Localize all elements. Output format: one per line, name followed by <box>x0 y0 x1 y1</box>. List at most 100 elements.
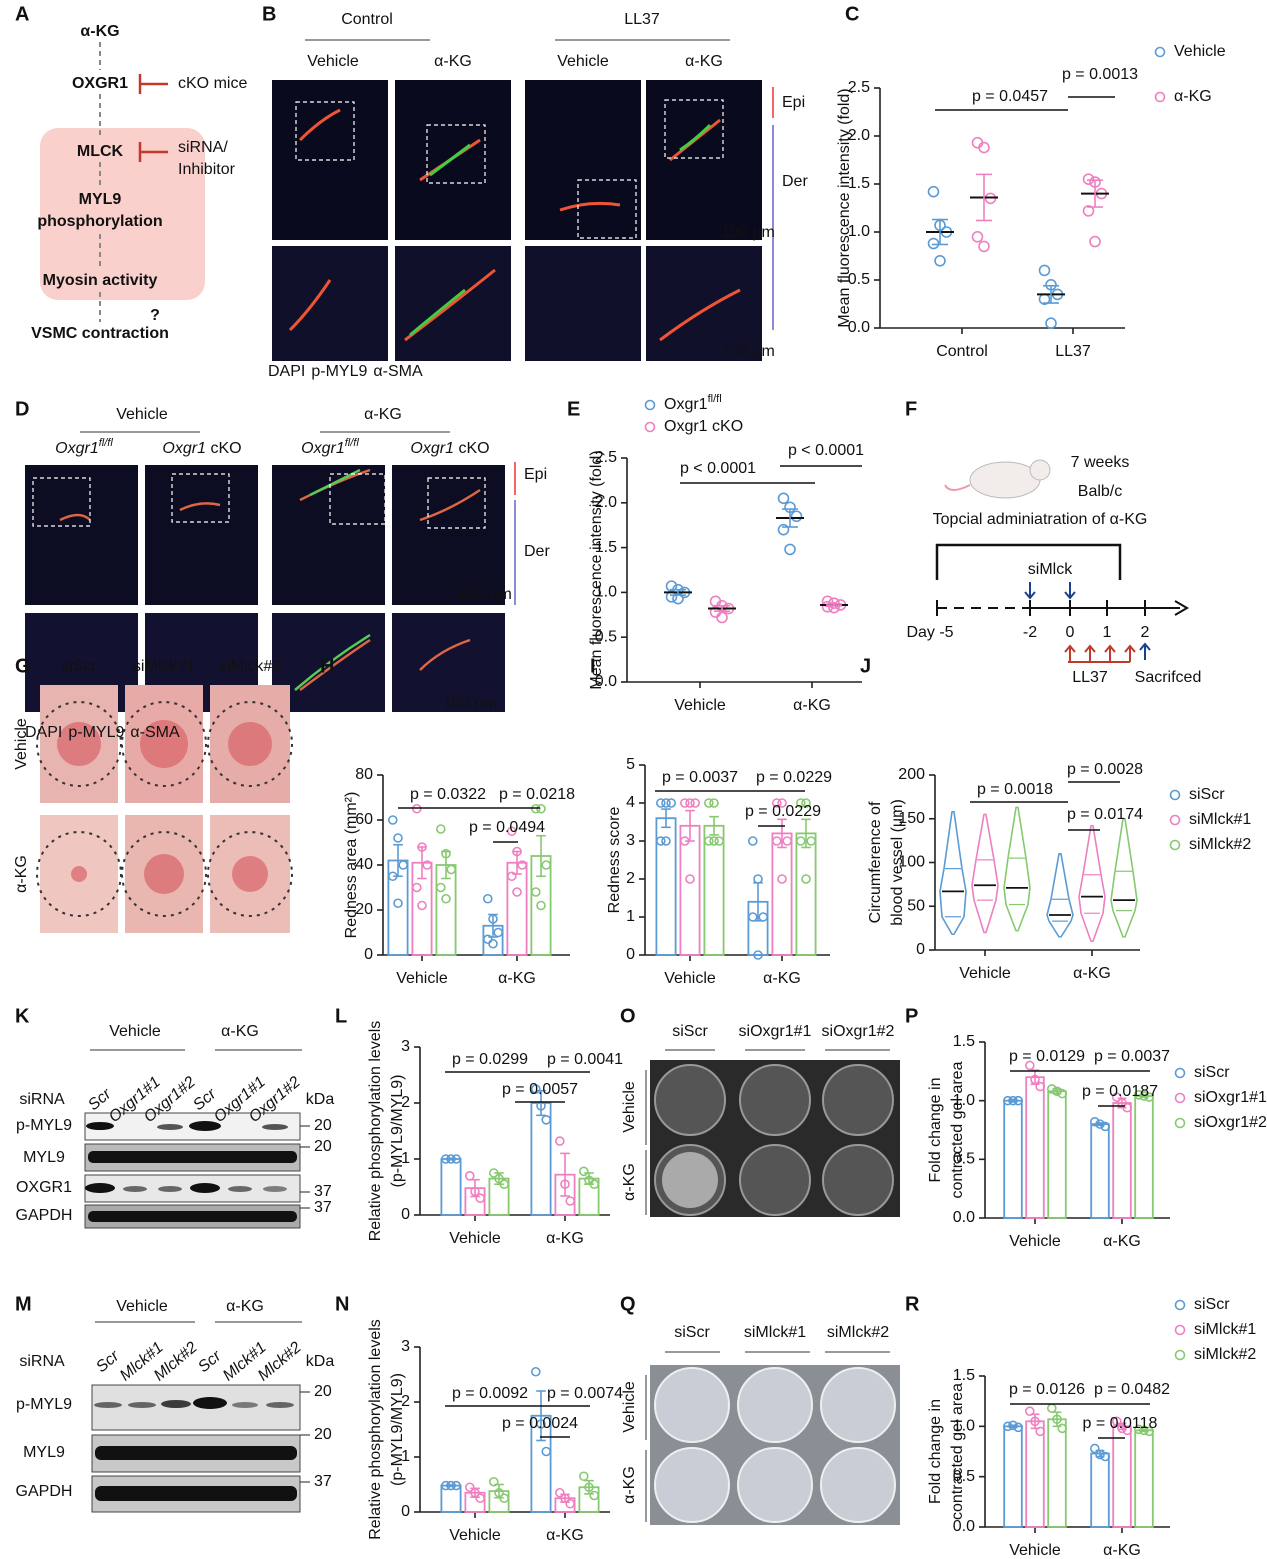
data-point <box>488 1168 499 1178</box>
y-axis-label: (p-MYL9/MYL9) <box>389 1373 406 1486</box>
panel-label: F <box>905 398 917 420</box>
data-point <box>685 798 695 808</box>
legend-name: siOxgr1#1 <box>1194 1089 1267 1106</box>
x-tick-label: LL37 <box>1055 343 1091 360</box>
legend-label: α-KG <box>1174 88 1212 105</box>
legend-name: siMlck#1 <box>1189 811 1251 828</box>
data-point <box>971 231 984 243</box>
column-label: Vehicle <box>307 53 359 70</box>
genotype-sup: fl/fl <box>345 437 360 449</box>
violin <box>971 813 999 934</box>
column-label: Oxgr1fl/fl <box>55 437 113 457</box>
data-point <box>578 1166 589 1177</box>
column-label: α-KG <box>685 53 723 70</box>
data-point <box>536 1419 546 1429</box>
data-point <box>655 798 666 808</box>
micrograph-b <box>272 39 774 361</box>
data-point <box>690 798 701 808</box>
data-point <box>784 543 796 556</box>
data-point <box>758 912 769 922</box>
y-axis-label: Mean fluorescence intensity (fold) <box>836 88 853 327</box>
data-point <box>493 927 504 938</box>
legend-label: Oxgr1 cKO <box>664 418 743 435</box>
legend-marker <box>1169 789 1181 801</box>
data-point <box>1082 173 1095 185</box>
data-point <box>1117 1098 1127 1108</box>
y-tick-label: 1.5 <box>848 175 870 192</box>
gel-plate-q <box>645 1351 900 1525</box>
panel-label: L <box>335 1005 347 1027</box>
y-tick-label: 4 <box>626 794 635 811</box>
data-point <box>655 836 666 846</box>
data-point <box>541 1446 552 1457</box>
violin <box>939 810 967 936</box>
x-tick-label: α-KG <box>498 970 536 987</box>
blocker: Inhibitor <box>178 161 236 178</box>
data-point <box>1100 1451 1110 1462</box>
legend-label: Oxgr1fl/fl <box>664 393 722 413</box>
data-point <box>530 887 541 897</box>
panel-label: H <box>320 655 334 677</box>
x-tick-label: α-KG <box>546 1230 584 1247</box>
data-point <box>1117 1423 1127 1434</box>
column-label: siMlck#1 <box>744 1324 806 1341</box>
data-point <box>506 871 517 882</box>
data-point <box>1030 1416 1040 1427</box>
legend-marker <box>644 421 656 433</box>
scale-bar-label: 100 μm <box>458 586 512 603</box>
y-tick-label: 1 <box>401 1448 410 1465</box>
legend-marker <box>1174 1299 1186 1311</box>
y-tick-label: 200 <box>898 766 925 783</box>
data-point <box>464 1482 475 1493</box>
y-tick-label: 1.0 <box>848 223 870 240</box>
y-tick-label: 40 <box>355 856 373 873</box>
row-label: α-KG <box>621 1466 638 1504</box>
p-value: p = 0.0057 <box>502 1081 578 1098</box>
pathway-step: MLCK <box>77 143 124 160</box>
legend-name: siMlck#2 <box>1189 836 1251 853</box>
panel-label: A <box>15 3 29 25</box>
legend-name: siScr <box>1194 1064 1230 1081</box>
stain-label: p-MYL9 <box>311 363 367 380</box>
p-value: p < 0.0001 <box>680 460 756 477</box>
scheme-text: LL37 <box>1072 669 1108 686</box>
data-point <box>679 836 690 846</box>
p-value: p = 0.0092 <box>452 1385 528 1402</box>
p-value: p = 0.0174 <box>1067 806 1143 823</box>
legend-name: siScr <box>1189 786 1225 803</box>
scheme-text: Balb/c <box>1078 483 1122 500</box>
group-label: LL37 <box>624 11 660 28</box>
column-label: Oxgr1fl/fl <box>301 437 359 457</box>
data-point <box>578 1471 589 1482</box>
gene-name: Oxgr1 <box>410 440 454 457</box>
p-value: p = 0.0229 <box>745 803 821 820</box>
data-point <box>716 611 728 624</box>
pathway-step: MYL9 <box>79 191 122 208</box>
protein-label: MYL9 <box>23 1149 65 1166</box>
panel-label: D <box>15 398 29 420</box>
data-point <box>1082 205 1095 217</box>
y-axis-label: (p-MYL9/MYL9) <box>389 1075 406 1188</box>
group-label: α-KG <box>364 406 402 423</box>
column-label: siMlck#2 <box>827 1324 889 1341</box>
data-point <box>703 836 714 846</box>
data-point <box>1090 1443 1100 1454</box>
scale-bar-label: 100 μm <box>721 224 775 241</box>
marker-label: 20 <box>314 1138 332 1155</box>
y-tick-label: 0 <box>916 941 925 958</box>
marker-label: 20 <box>314 1426 332 1443</box>
marker-label: 37 <box>314 1183 332 1200</box>
protein-label: p-MYL9 <box>16 1396 72 1413</box>
y-tick-label: 0.0 <box>953 1209 975 1226</box>
p-value: p = 0.0037 <box>1094 1048 1170 1065</box>
y-tick-label: 5 <box>626 756 635 773</box>
gel-plate-o <box>645 1049 900 1217</box>
data-point <box>709 836 719 846</box>
group-label: α-KG <box>221 1023 259 1040</box>
y-axis-label: Fold change in <box>927 1399 944 1504</box>
y-axis-label: blood vessel (μm) <box>889 799 906 926</box>
scheme-text: Sacrifced <box>1135 669 1202 686</box>
legend-label: siMlck#1 <box>1194 1321 1256 1338</box>
data-point <box>747 912 758 922</box>
legend-name: siMlck#1 <box>1194 1321 1256 1338</box>
